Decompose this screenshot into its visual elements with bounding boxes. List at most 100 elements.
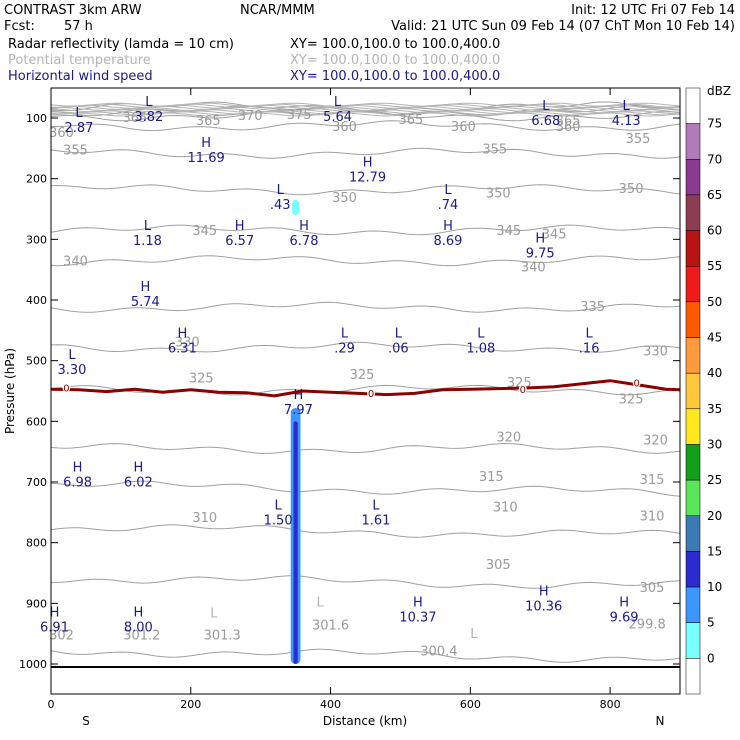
theta-contour-label: 320 — [496, 431, 521, 446]
x-tick-label: 600 — [460, 698, 481, 711]
colorbar-level-label: 25 — [707, 473, 722, 487]
theta-contour-label: 335 — [580, 300, 605, 315]
wind-extremum-value: 10.36 — [525, 599, 562, 614]
wind-extremum-mark: H — [140, 280, 150, 295]
theta-contour-label: 310 — [493, 500, 518, 515]
wind-extremum-value: 6.02 — [124, 476, 153, 491]
y-tick-label: 600 — [26, 415, 47, 428]
colorbar-level-label: 40 — [707, 366, 722, 380]
freezing-level-label: 0 — [520, 385, 526, 396]
colorbar-swatch — [685, 551, 701, 588]
y-tick-label: 200 — [26, 173, 47, 186]
x-tick-label: 800 — [600, 698, 621, 711]
colorbar-unit: dBZ — [707, 84, 731, 98]
field-name: Radar reflectivity (lamda = 10 cm) — [8, 37, 234, 52]
wind-extremum-value: 1.08 — [466, 342, 495, 357]
wind-extremum-mark: L — [623, 99, 631, 114]
colorbar-level-label: 0 — [707, 651, 715, 665]
wind-extremum-mark: H — [201, 136, 211, 151]
axes: 100 200 300 400 500 600 700 800 900 1000 0 200 400 60… — [19, 88, 680, 711]
wind-extremum-value: 1.61 — [362, 513, 391, 528]
theta-contour-line — [50, 112, 681, 117]
theta-contour-label: 330 — [175, 335, 200, 350]
wind-extremum-value: 5.64 — [323, 110, 352, 125]
theta-contour-line — [50, 120, 681, 132]
freezing-label-bg — [518, 384, 527, 395]
colorbar-swatch — [685, 301, 701, 338]
wind-extremum-value: 3.30 — [57, 363, 86, 378]
wind-extremum-mark: H — [50, 606, 60, 621]
wind-extremum-mark: L — [395, 327, 403, 342]
theta-contour-label: 301.6 — [312, 619, 349, 634]
wind-extremum-value: 10.37 — [399, 610, 436, 625]
header-valid: Valid: 21 UTC Sun 09 Feb 14 (07 ChT Mon … — [391, 19, 735, 34]
y-tick-label: 500 — [26, 355, 47, 368]
wind-extremum-mark: H — [235, 219, 245, 234]
theta-contour-label: 355 — [626, 132, 651, 147]
colorbar-swatch — [685, 515, 701, 552]
x-tick-label: 400 — [320, 698, 341, 711]
wind-extremum-value: 8.00 — [124, 621, 153, 636]
wind-extremum-mark: H — [178, 327, 188, 342]
colorbar-swatch — [685, 265, 701, 303]
theta-contour-line — [50, 224, 681, 236]
wind-extremum-value: 11.69 — [188, 151, 225, 166]
wind-extremum-mark: H — [413, 595, 423, 610]
colorbar-swatch — [685, 123, 701, 160]
colorbar-level-label: 75 — [707, 117, 722, 131]
theta-contour-label: 302 — [49, 628, 74, 643]
theta-contour-label: 355 — [482, 142, 507, 157]
wind-extremum-value: 6.57 — [225, 234, 254, 249]
freezing-level: 0 0 0 0 — [50, 377, 681, 400]
theta-contour-label: 370 — [238, 109, 263, 124]
theta-contour-label: 365 — [399, 113, 424, 128]
freezing-label-bg — [367, 387, 376, 398]
theta-contour-label: 350 — [486, 187, 511, 202]
wind-extremum-mark: L — [275, 498, 283, 513]
colorbar-level-label: 10 — [707, 580, 722, 594]
theta-contour-label: 350 — [332, 191, 357, 206]
y-tick-label: 700 — [26, 476, 47, 489]
wind-extremum-value: 6.68 — [531, 114, 560, 129]
colorbar-level-label: 50 — [707, 295, 722, 309]
x-end-left: S — [82, 714, 90, 728]
colorbar-level-label: 20 — [707, 509, 722, 523]
theta-contour-label: 345 — [542, 227, 567, 242]
field-legend: Radar reflectivity (lamda = 10 cm) XY= 10… — [8, 37, 500, 84]
theta-contour-label: 360 — [556, 120, 581, 135]
theta-contour-label: 315 — [479, 470, 504, 485]
wind-extremum-mark: H — [539, 584, 549, 599]
colorbar-level-label: 45 — [707, 331, 722, 345]
field-name: Horizontal wind speed — [8, 69, 153, 84]
wind-extremum-value: 1.18 — [133, 234, 162, 249]
wind-extremum-value: 6.91 — [40, 621, 69, 636]
wind-extremum-mark: L — [68, 348, 76, 363]
freezing-label-bg — [632, 377, 641, 388]
wind-extremum-value: 6.31 — [168, 342, 197, 357]
wind-extremum-value: 2.87 — [64, 121, 93, 136]
header-fcst-label: Fcst: — [4, 19, 35, 34]
header-init: Init: 12 UTC Fri 07 Feb 14 — [571, 3, 735, 18]
theta-extremum-mark: L — [316, 595, 324, 610]
colorbar-level-label: 70 — [707, 152, 722, 166]
theta-contour-label: 320 — [643, 434, 668, 449]
y-tick-label: 900 — [26, 597, 47, 610]
colorbar-swatch — [685, 444, 701, 481]
y-tick-label: 100 — [26, 112, 47, 125]
wind-extremum-value: 9.75 — [526, 246, 555, 261]
theta-contour-label: 360 — [451, 120, 476, 135]
wind-extremum-value: .74 — [438, 198, 459, 213]
wind-extremum-value: 8.69 — [433, 234, 462, 249]
theta-contour-label: 345 — [192, 224, 217, 239]
theta-contour-label: 355 — [63, 144, 88, 159]
theta-contour-label: 325 — [619, 392, 644, 407]
wind-extremum-value: 4.13 — [612, 114, 641, 129]
theta-contour-line — [50, 184, 681, 196]
reflectivity-cell — [292, 199, 300, 216]
colorbar-swatch — [685, 87, 701, 124]
y-tick-label: 300 — [26, 233, 47, 246]
theta-contour-label: 330 — [643, 344, 668, 359]
wind-extremum-mark: L — [477, 327, 485, 342]
